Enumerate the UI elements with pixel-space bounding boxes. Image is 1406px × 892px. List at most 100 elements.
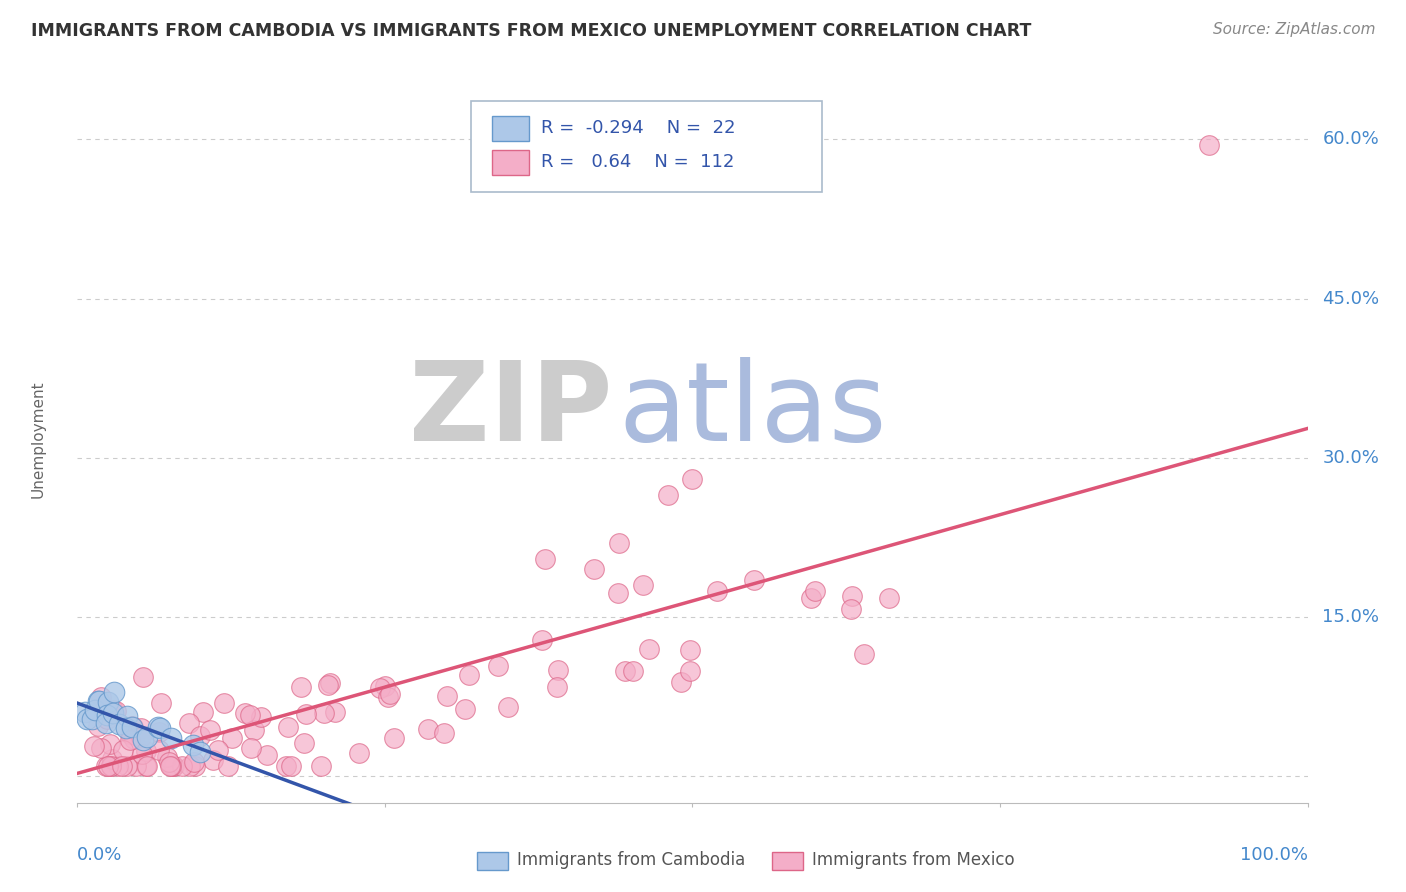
FancyBboxPatch shape bbox=[471, 102, 821, 192]
Text: R =  -0.294    N =  22: R = -0.294 N = 22 bbox=[541, 120, 735, 137]
Point bbox=[97, 695, 120, 709]
Point bbox=[162, 758, 184, 772]
Point bbox=[679, 664, 702, 678]
Point bbox=[657, 488, 679, 502]
Point bbox=[100, 758, 122, 772]
Point bbox=[96, 716, 118, 731]
Point bbox=[638, 642, 661, 657]
Point bbox=[183, 739, 205, 753]
Point bbox=[183, 758, 205, 772]
Text: Unemployment: Unemployment bbox=[31, 381, 45, 498]
Text: 0.0%: 0.0% bbox=[77, 847, 122, 864]
FancyBboxPatch shape bbox=[492, 150, 529, 176]
Text: 45.0%: 45.0% bbox=[1323, 290, 1379, 308]
Text: 30.0%: 30.0% bbox=[1323, 449, 1379, 467]
FancyBboxPatch shape bbox=[492, 116, 529, 141]
Point bbox=[122, 727, 145, 741]
Point bbox=[212, 696, 235, 710]
Point bbox=[111, 743, 134, 757]
Point bbox=[496, 700, 519, 714]
Point bbox=[132, 671, 155, 685]
Point bbox=[534, 551, 557, 566]
Text: 15.0%: 15.0% bbox=[1323, 608, 1379, 626]
Point bbox=[547, 663, 569, 677]
Point bbox=[368, 681, 391, 695]
Point bbox=[277, 720, 299, 734]
Point bbox=[87, 694, 110, 708]
Point bbox=[530, 632, 553, 647]
Point bbox=[188, 729, 211, 743]
Point bbox=[107, 758, 129, 772]
Point bbox=[613, 664, 636, 678]
Point bbox=[149, 721, 172, 735]
Point bbox=[292, 735, 315, 749]
Point bbox=[103, 684, 125, 698]
Point bbox=[250, 710, 273, 724]
Point bbox=[374, 679, 396, 693]
Point bbox=[87, 719, 110, 733]
Point bbox=[416, 722, 439, 736]
Point bbox=[583, 562, 606, 576]
Point bbox=[118, 733, 141, 747]
Point bbox=[240, 741, 263, 756]
Point bbox=[75, 705, 97, 719]
Text: Immigrants from Mexico: Immigrants from Mexico bbox=[811, 851, 1014, 869]
Point bbox=[1198, 137, 1220, 152]
Point bbox=[96, 758, 118, 772]
Point bbox=[94, 758, 117, 772]
Point bbox=[76, 712, 98, 726]
Point bbox=[325, 706, 347, 720]
Point bbox=[191, 705, 214, 719]
Point bbox=[90, 690, 112, 704]
Point bbox=[454, 702, 477, 716]
Text: atlas: atlas bbox=[619, 357, 887, 464]
Point bbox=[309, 758, 332, 772]
Point bbox=[157, 755, 180, 769]
Point bbox=[233, 706, 256, 721]
Point bbox=[486, 658, 509, 673]
Point bbox=[96, 712, 118, 726]
Point bbox=[179, 758, 201, 772]
Point bbox=[433, 726, 456, 740]
Point bbox=[682, 472, 704, 486]
Point bbox=[316, 678, 339, 692]
Point bbox=[96, 708, 118, 723]
Point bbox=[100, 758, 122, 772]
Point bbox=[200, 723, 222, 737]
Point bbox=[607, 536, 630, 550]
FancyBboxPatch shape bbox=[772, 852, 803, 870]
Point bbox=[217, 758, 239, 772]
Point bbox=[84, 703, 107, 717]
Point bbox=[125, 758, 148, 772]
Point bbox=[290, 680, 312, 694]
Point bbox=[83, 739, 105, 753]
Point bbox=[115, 758, 138, 772]
Point bbox=[239, 707, 262, 722]
Point bbox=[546, 680, 568, 694]
Point bbox=[148, 720, 170, 734]
Point bbox=[839, 602, 862, 616]
Point bbox=[129, 731, 152, 745]
Point bbox=[86, 694, 108, 708]
Text: Immigrants from Cambodia: Immigrants from Cambodia bbox=[516, 851, 745, 869]
Point bbox=[135, 758, 157, 772]
Point bbox=[312, 706, 335, 721]
Point bbox=[156, 750, 179, 764]
Point bbox=[122, 732, 145, 747]
Point bbox=[162, 758, 184, 772]
Point bbox=[256, 748, 278, 763]
Point bbox=[436, 690, 458, 704]
Point bbox=[135, 744, 157, 758]
Point bbox=[606, 586, 628, 600]
Point bbox=[202, 753, 225, 767]
Point bbox=[706, 583, 728, 598]
Point bbox=[105, 704, 128, 718]
Point bbox=[159, 731, 181, 745]
Text: R =   0.64    N =  112: R = 0.64 N = 112 bbox=[541, 153, 734, 171]
Point bbox=[623, 664, 645, 678]
Point bbox=[207, 742, 229, 756]
Point bbox=[148, 743, 170, 757]
Point bbox=[90, 740, 112, 755]
Point bbox=[80, 712, 103, 726]
Point bbox=[121, 719, 143, 733]
